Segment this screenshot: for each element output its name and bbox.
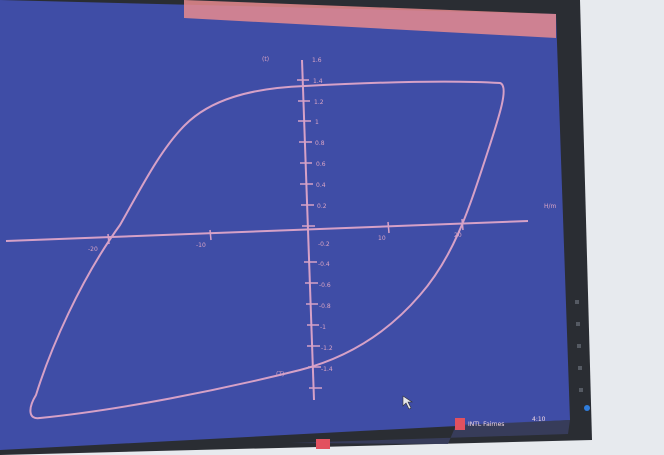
- y-tick-label: -1.2: [321, 345, 333, 352]
- y-tick-label: 1.2: [314, 99, 324, 106]
- mouse-cursor-icon: [402, 395, 413, 410]
- y-ticks: [297, 79, 322, 389]
- y-tick-label: -1: [320, 324, 326, 331]
- y-tick-labels: 1.6 1.4 1.2 1 0.8 0.6 0.4 0.2 -0.2 -0.4 …: [312, 57, 333, 373]
- y-tick-label: -0.6: [319, 282, 331, 289]
- taskbar-clock: 4:10: [532, 416, 546, 423]
- y-tick-label: 1.4: [313, 78, 323, 85]
- y-tick-label: -0.8: [319, 303, 331, 310]
- monitor-button[interactable]: [576, 322, 580, 326]
- taskbar-status-text: INTL Fairnes: [468, 421, 504, 428]
- y-tick-label: 0.2: [317, 203, 327, 210]
- window-titlebar: [184, 0, 556, 38]
- y-tick-label: 1: [315, 119, 319, 126]
- monitor-buttons: [575, 300, 590, 411]
- x-axis: [5, 220, 529, 242]
- y-tick-label: -0.4: [318, 261, 330, 268]
- y-tick-label: 1.6: [312, 57, 322, 64]
- taskbar: [290, 420, 570, 444]
- x-tick-label: -10: [196, 242, 206, 249]
- taskbar-start-icon[interactable]: [316, 439, 330, 449]
- y-axis-label-top: (t): [262, 56, 269, 63]
- y-tick-label: -1.4: [321, 366, 333, 373]
- y-axis: [301, 59, 315, 401]
- y-tick-label: 0.4: [316, 182, 326, 189]
- y-tick-label: -0.2: [318, 241, 330, 248]
- monitor-button[interactable]: [577, 344, 581, 348]
- taskbar-app-icon[interactable]: [455, 418, 465, 430]
- power-led-icon: [584, 405, 590, 411]
- x-axis-unit: H/m: [544, 203, 557, 210]
- x-tick-label: -20: [88, 246, 98, 253]
- monitor-screen: [0, 0, 570, 450]
- y-tick-label: 0.6: [316, 161, 326, 168]
- hysteresis-loop: [29, 80, 505, 420]
- y-tick-label: 0.8: [315, 140, 325, 147]
- monitor-button[interactable]: [575, 300, 579, 304]
- monitor-button[interactable]: [579, 388, 583, 392]
- x-tick-label: 10: [378, 235, 386, 242]
- monitor-button[interactable]: [578, 366, 582, 370]
